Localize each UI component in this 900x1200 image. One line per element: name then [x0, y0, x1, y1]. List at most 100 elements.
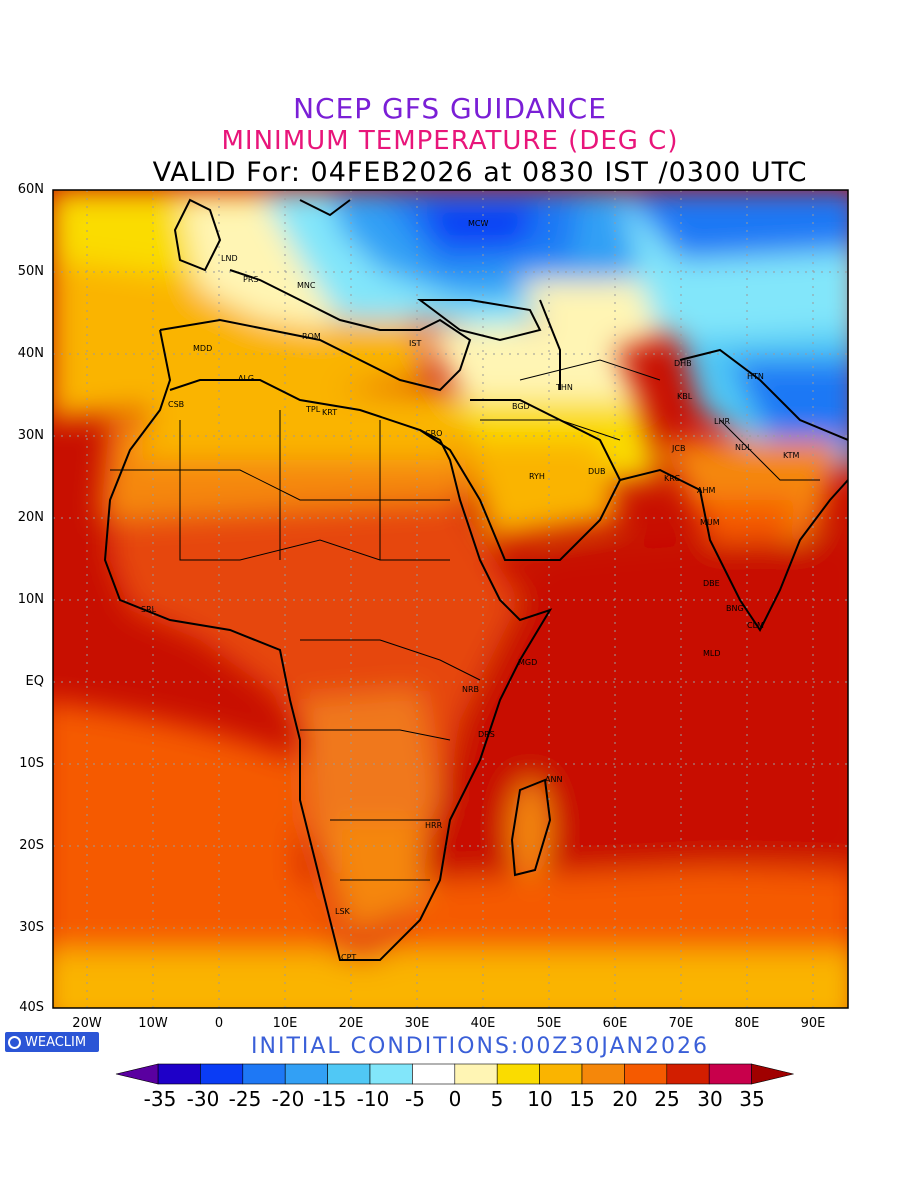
colorbar-swatch: [666, 1063, 710, 1085]
colorbar-swatch: [581, 1063, 625, 1085]
initial-conditions: INITIAL CONDITIONS:00Z30JAN2026: [251, 1034, 709, 1059]
city-label: MCW: [468, 219, 488, 228]
lat-label: 20N: [17, 510, 44, 525]
city-label: BNG: [726, 604, 744, 613]
lon-label: 20E: [338, 1016, 364, 1031]
city-label: HRR: [425, 821, 443, 830]
city-label: CLM: [747, 621, 764, 630]
colorbar-swatch: [708, 1063, 752, 1085]
city-label: MUM: [700, 518, 720, 527]
lon-label: 90E: [800, 1016, 826, 1031]
colorbar-swatch: [412, 1063, 456, 1085]
lon-label: 80E: [734, 1016, 760, 1031]
city-label: AHM: [697, 486, 715, 495]
colorbar-label: 25: [654, 1087, 680, 1111]
chart-title-variable: MINIMUM TEMPERATURE (DEG C): [221, 126, 679, 156]
city-label: NRB: [462, 685, 479, 694]
lon-label: 30E: [404, 1016, 430, 1031]
city-labels: MCW LND PRS MNC ROM MDD IST ALG CSB TPL …: [141, 219, 800, 962]
lon-label: 60E: [602, 1016, 628, 1031]
colorbar-label: -10: [356, 1087, 390, 1111]
logo-ring-icon: [8, 1035, 21, 1049]
lat-label: 40S: [19, 1000, 44, 1015]
colorbar-label: -15: [313, 1087, 347, 1111]
chart-title-model: NCEP GFS GUIDANCE: [293, 92, 607, 125]
lat-label: 30S: [19, 920, 44, 935]
colorbar-label: 30: [697, 1087, 723, 1111]
chart-title-valid-time: VALID For: 04FEB2026 at 0830 IST /0300 U…: [152, 157, 808, 188]
colorbar-swatch: [242, 1063, 286, 1085]
city-label: KRC: [664, 474, 680, 483]
colorbar-label: 0: [448, 1087, 462, 1111]
lat-label: 40N: [17, 346, 44, 361]
city-label: JCB: [671, 444, 685, 453]
lon-label: 70E: [668, 1016, 694, 1031]
temperature-field: MCW LND PRS MNC ROM MDD IST ALG CSB TPL …: [53, 190, 848, 1008]
weaclim-logo: WEACLIM: [5, 1032, 99, 1052]
city-label: DBE: [703, 579, 720, 588]
colorbar-label: 20: [612, 1087, 638, 1111]
colorbar-under-arrow: [115, 1063, 159, 1085]
lon-label: 0: [214, 1016, 224, 1031]
colorbar-label: -30: [186, 1087, 220, 1111]
colorbar-swatch: [539, 1063, 583, 1085]
colorbar-swatch: [284, 1063, 328, 1085]
city-label: CRO: [425, 429, 442, 438]
city-label: KTM: [783, 451, 800, 460]
lat-label: 50N: [17, 264, 44, 279]
lon-label: 40E: [470, 1016, 496, 1031]
city-label: RYH: [529, 472, 545, 481]
city-label: ROM: [302, 332, 321, 341]
colorbar-swatch: [157, 1063, 201, 1085]
lat-label: 60N: [17, 182, 44, 197]
city-label: LHR: [714, 417, 730, 426]
colorbar-label: 35: [739, 1087, 765, 1111]
lon-label: 10W: [138, 1016, 168, 1031]
colorbar: [115, 1063, 794, 1085]
colorbar-swatch: [454, 1063, 498, 1085]
lon-label: 50E: [536, 1016, 562, 1031]
lat-label: 10S: [19, 756, 44, 771]
colorbar-label: -20: [271, 1087, 305, 1111]
lat-label: 10N: [17, 592, 44, 607]
city-label: MGD: [518, 658, 537, 667]
colorbar-swatch: [624, 1063, 668, 1085]
city-label: MDD: [193, 344, 212, 353]
lon-label: 10E: [272, 1016, 298, 1031]
city-label: DHB: [674, 359, 692, 368]
colorbar-label: -35: [143, 1087, 177, 1111]
colorbar-swatch: [369, 1063, 413, 1085]
lon-label: 20W: [72, 1016, 102, 1031]
city-label: ANN: [545, 775, 562, 784]
city-label: LSK: [335, 907, 351, 916]
graticule: [53, 190, 848, 1008]
colorbar-label: 10: [527, 1087, 553, 1111]
city-label: SRL: [141, 605, 157, 614]
city-label: HTN: [747, 372, 764, 381]
city-label: DRS: [478, 730, 495, 739]
lat-label: 30N: [17, 428, 44, 443]
colorbar-swatch: [327, 1063, 371, 1085]
lat-label: 20S: [19, 838, 44, 853]
colorbar-label: -25: [228, 1087, 262, 1111]
colorbar-label: 15: [569, 1087, 595, 1111]
city-label: THN: [555, 383, 573, 392]
map-frame: [52, 189, 849, 1009]
colorbar-swatch: [200, 1063, 244, 1085]
colorbar-swatch: [496, 1063, 540, 1085]
city-label: MLD: [703, 649, 721, 658]
city-label: PRS: [243, 275, 258, 284]
city-label: LND: [221, 254, 238, 263]
colorbar-label: 5: [490, 1087, 504, 1111]
city-label: BGD: [512, 402, 530, 411]
city-label: KBL: [677, 392, 693, 401]
city-label: DUB: [588, 467, 606, 476]
city-label: IST: [409, 339, 421, 348]
city-label: NDL: [735, 443, 752, 452]
city-label: MNC: [297, 281, 316, 290]
city-label: ALG: [238, 374, 254, 383]
city-label: TPL: [305, 405, 321, 414]
colorbar-over-arrow: [751, 1063, 794, 1085]
city-label: CPT: [341, 953, 356, 962]
